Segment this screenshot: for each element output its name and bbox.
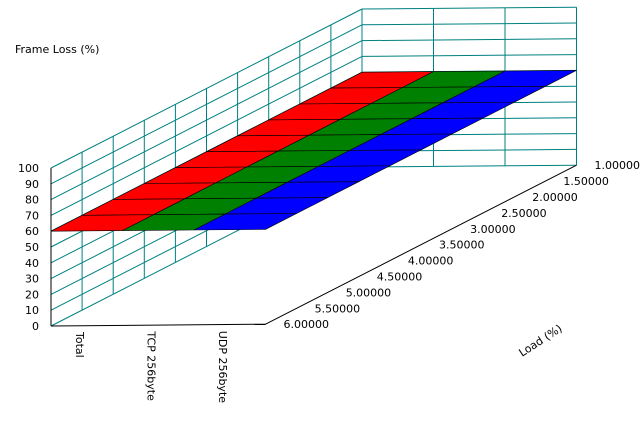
load-tick-label: 5.50000 bbox=[315, 302, 361, 315]
z-tick-label: 40 bbox=[25, 257, 39, 270]
load-tick-label: 2.00000 bbox=[532, 191, 578, 204]
back-wall-hline bbox=[361, 38, 577, 42]
z-axis-title: Frame Loss (%) bbox=[15, 43, 99, 56]
z-tick-label: 20 bbox=[25, 288, 39, 301]
left-wall-hline bbox=[50, 24, 363, 185]
load-tick-label: 1.00000 bbox=[595, 159, 641, 172]
load-tick-label: 4.50000 bbox=[377, 271, 423, 284]
z-tick-label: 0 bbox=[32, 320, 39, 333]
series-label: TCP 256byte bbox=[145, 330, 158, 401]
back-wall-hline bbox=[361, 6, 577, 10]
load-tick-labels: 1.00000 1.50000 2.00000 2.50000 3.00000 3.500… bbox=[284, 159, 641, 331]
back-wall-hline bbox=[361, 54, 577, 57]
z-tick-label: 60 bbox=[25, 225, 39, 238]
z-tick-label: 10 bbox=[25, 304, 39, 317]
back-wall-hline bbox=[361, 164, 577, 168]
load-tick-label: 5.00000 bbox=[346, 286, 392, 299]
floor-grid bbox=[50, 164, 577, 327]
series-label: Total bbox=[73, 331, 86, 358]
z-tick-label: 80 bbox=[25, 194, 39, 207]
load-tick-label: 2.50000 bbox=[501, 207, 547, 220]
load-tick-label: 1.50000 bbox=[563, 175, 609, 188]
z-tick-labels: 0 10 20 30 40 50 60 70 80 90 100 bbox=[18, 162, 39, 333]
left-wall-hline bbox=[50, 55, 363, 216]
load-tick-label: 3.50000 bbox=[439, 239, 485, 252]
left-wall-hline bbox=[50, 8, 363, 169]
load-tick-label: 3.00000 bbox=[470, 223, 515, 236]
load-axis-title: Load (%) bbox=[517, 322, 565, 360]
series-labels: Total TCP 256byte UDP 256byte bbox=[73, 330, 229, 403]
z-tick-label: 100 bbox=[18, 162, 39, 175]
back-wall-hline bbox=[361, 22, 577, 26]
z-tick-label: 50 bbox=[25, 241, 39, 254]
load-tick-label: 6.00000 bbox=[284, 318, 330, 331]
z-tick-label: 30 bbox=[25, 273, 39, 286]
z-tick-label: 90 bbox=[25, 178, 39, 191]
left-wall-hline bbox=[50, 40, 363, 201]
floor-right-edge bbox=[265, 164, 577, 325]
floor-front-edge bbox=[50, 323, 266, 327]
series-label: UDP 256byte bbox=[216, 331, 229, 403]
surface-cell-udp-256byte bbox=[193, 213, 297, 231]
series-surfaces bbox=[50, 70, 577, 232]
load-tick-label: 4.00000 bbox=[408, 255, 454, 268]
z-tick-label: 70 bbox=[25, 209, 39, 222]
